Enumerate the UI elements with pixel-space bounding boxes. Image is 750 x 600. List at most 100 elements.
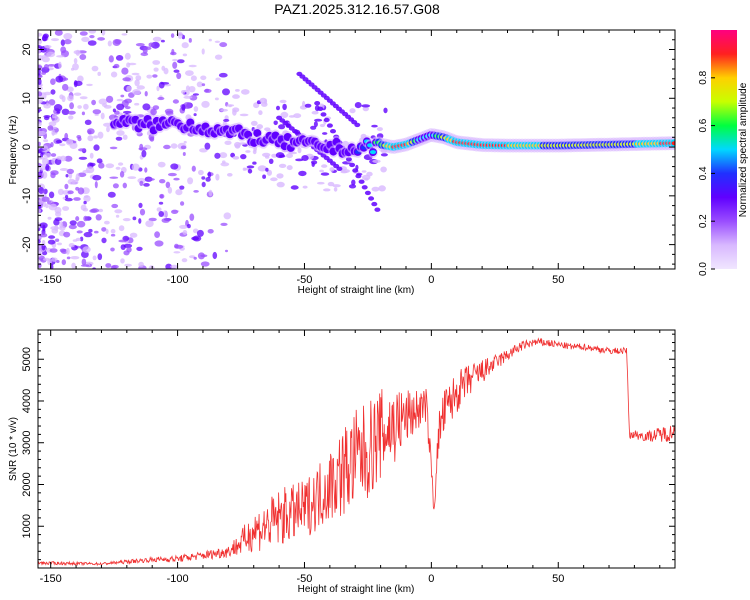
spectrogram-blob: [118, 225, 125, 232]
spectrogram-blob: [110, 228, 116, 234]
spectrogram-blob: [193, 113, 197, 117]
spectrogram-blob: [122, 218, 131, 222]
spectrogram-blob: [214, 97, 219, 101]
spectrogram-blob: [73, 80, 78, 88]
spectrogram-blob: [198, 169, 204, 176]
colorbar-tick-label: 0.0: [698, 262, 709, 276]
spectrogram-blob: [89, 35, 95, 39]
spectrogram-blob: [126, 85, 132, 93]
spectrogram-blob: [95, 214, 102, 221]
spectrogram-blob: [310, 125, 317, 130]
spectrogram-blob: [38, 239, 41, 244]
spectrogram-blob: [199, 148, 208, 153]
spectrogram-blob: [146, 74, 153, 79]
spectrogram-blob: [111, 264, 119, 269]
y-tick-label: 20: [21, 43, 33, 55]
spectrogram-blob: [138, 202, 143, 208]
ridge-core: [254, 131, 261, 136]
spectrogram-blob: [43, 64, 49, 70]
spectrogram-blob: [136, 246, 143, 251]
spectrogram-blob: [59, 168, 69, 171]
spectrogram-blob: [207, 171, 212, 179]
spectrogram-blob: [122, 110, 132, 114]
spectrogram-blob: [112, 183, 119, 189]
spectrogram-blob: [73, 92, 82, 96]
spectrogram-blob: [51, 257, 58, 262]
spectrogram-blob: [50, 153, 57, 157]
spectrogram-blob: [376, 127, 383, 132]
spectrogram-blob: [313, 121, 318, 128]
spectrogram-blob: [131, 72, 140, 76]
spectrogram-blob: [88, 228, 93, 233]
spectrogram-blob: [65, 174, 69, 178]
spectrogram-blob: [41, 71, 46, 75]
spectrogram-blob: [120, 94, 125, 98]
spectrogram-blob: [43, 152, 52, 158]
spectrogram-blob: [121, 33, 128, 36]
spectrogram-blob: [177, 59, 185, 64]
spectrogram-blob: [148, 42, 154, 48]
spectrogram-blob: [65, 138, 74, 146]
snr-y-label: SNR (10 * v/v): [8, 417, 19, 481]
spectrogram-blob: [268, 158, 274, 164]
y-tick-label: 0: [21, 144, 33, 150]
spectrogram-blob: [180, 201, 185, 206]
spectrogram-blob: [333, 187, 338, 192]
spectrogram-blob: [38, 130, 47, 136]
spectrogram-blob: [46, 51, 56, 58]
spectrogram-blob: [63, 231, 71, 238]
spectrogram-blob: [352, 168, 359, 173]
spectrogram-blob: [106, 95, 114, 103]
spectrogram-blob: [38, 68, 41, 76]
spectrogram-blob: [171, 48, 175, 55]
spectrogram-blob: [148, 265, 155, 269]
spectrogram-blob: [56, 55, 65, 58]
spectrogram-x-label: Height of straight line (km): [298, 285, 415, 296]
spectrogram-blob: [138, 218, 142, 224]
spectrogram-blob: [134, 102, 140, 106]
spectrogram-blob: [115, 136, 123, 141]
spectrogram-blob: [121, 67, 129, 75]
spectrogram-blob: [115, 214, 120, 218]
spectrogram-blob: [138, 261, 144, 268]
spectrogram-blob: [72, 63, 79, 71]
spectrogram-blob: [193, 190, 199, 193]
spectrogram-blob: [279, 99, 287, 104]
spectrogram-blob: [322, 132, 328, 135]
ridge-core: [284, 135, 291, 139]
spectrogram-blob: [235, 89, 240, 92]
spectrogram-blob: [116, 103, 125, 111]
spectrogram-blob: [80, 264, 90, 267]
spectrogram-blob: [262, 174, 266, 179]
spectrogram-blob: [38, 91, 43, 97]
x-tick-label: -150: [40, 274, 62, 286]
spectrogram-blob: [181, 258, 188, 263]
spectrogram-blob: [132, 216, 137, 221]
spectrogram-blob: [242, 167, 247, 171]
spectrogram-blob: [75, 173, 80, 181]
spectrogram-blob: [41, 171, 48, 179]
spectrogram-blob: [173, 69, 180, 73]
spectrogram-blob: [55, 211, 62, 217]
y-tick-label: 3000: [21, 430, 33, 454]
spectrogram-blob: [120, 244, 126, 251]
spectrogram-blob: [157, 161, 166, 168]
spectrogram-blob: [42, 190, 46, 194]
spectrogram-blob: [340, 170, 348, 174]
spectrogram-blob: [77, 172, 87, 178]
spectrogram-blob: [119, 171, 125, 178]
spectrogram-blob: [366, 171, 373, 177]
spectrogram-blob: [252, 149, 257, 155]
spectrogram-blob: [215, 173, 220, 181]
spectrogram-blob: [293, 113, 302, 119]
spectrogram-y-ticks: -20 -10 0 10 20: [21, 29, 675, 265]
spectrogram-blob: [61, 83, 69, 91]
spectrogram-blob: [185, 70, 194, 76]
spectrogram-blob: [55, 139, 63, 144]
spectrogram-blob: [182, 53, 188, 57]
spectrogram-blob: [43, 139, 49, 143]
spectrogram-blob: [43, 91, 52, 96]
spectrogram-blob: [93, 135, 98, 139]
spectrogram-blob: [220, 162, 230, 167]
spectrogram-blob: [38, 78, 42, 85]
